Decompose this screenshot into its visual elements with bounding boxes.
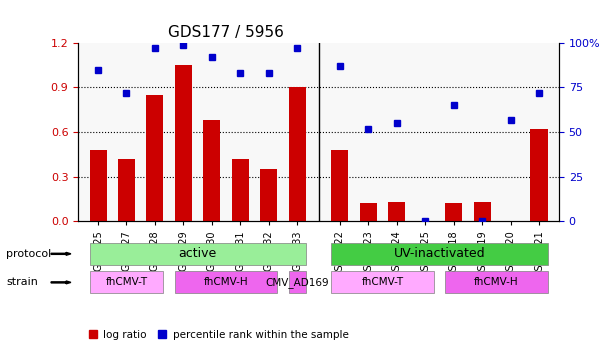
FancyBboxPatch shape [175,271,277,293]
Text: CMV_AD169: CMV_AD169 [266,277,329,288]
Bar [232,159,249,221]
Text: strain: strain [6,277,38,287]
Bar [118,159,135,221]
Bar [260,169,277,221]
Bar [203,120,221,221]
Text: GDS177 / 5956: GDS177 / 5956 [168,25,284,40]
FancyBboxPatch shape [331,243,548,265]
Bar [90,150,106,221]
Bar [147,95,163,221]
FancyBboxPatch shape [288,271,306,293]
FancyBboxPatch shape [90,243,306,265]
Legend: log ratio, percentile rank within the sample: log ratio, percentile rank within the sa… [84,326,353,345]
Text: fhCMV-H: fhCMV-H [474,277,519,287]
Bar [388,202,405,221]
Bar [360,203,377,221]
Text: protocol: protocol [6,249,51,259]
FancyBboxPatch shape [90,271,163,293]
Bar [288,87,306,221]
Text: active: active [178,247,217,260]
Text: fhCMV-T: fhCMV-T [105,277,148,287]
Bar [331,150,349,221]
Bar [474,202,490,221]
Bar [445,203,462,221]
FancyBboxPatch shape [445,271,548,293]
Text: fhCMV-T: fhCMV-T [361,277,404,287]
Bar [531,129,548,221]
FancyBboxPatch shape [331,271,434,293]
Text: UV-inactivated: UV-inactivated [394,247,485,260]
Text: fhCMV-H: fhCMV-H [204,277,248,287]
Bar [175,65,192,221]
